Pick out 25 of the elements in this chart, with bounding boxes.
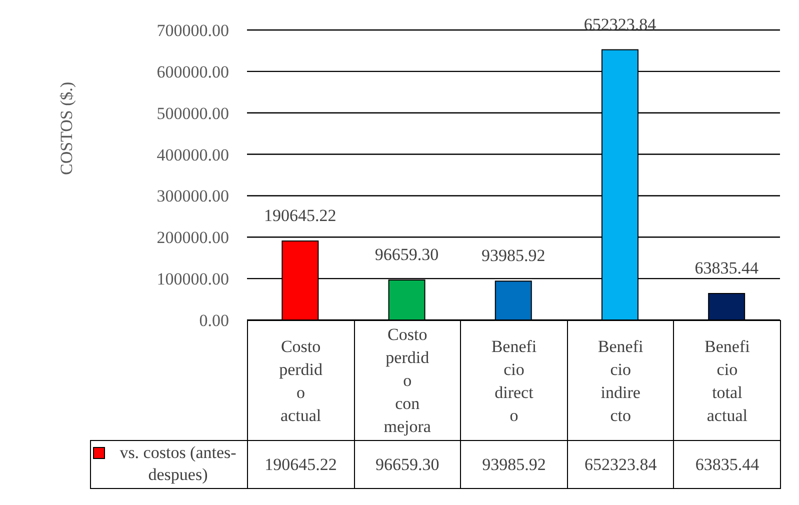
y-tick-label: 300000.00 [156,186,229,206]
data-label: 96659.30 [354,440,462,489]
y-tick-label: 100000.00 [156,270,229,289]
y-tick-label: 600000.00 [156,62,229,82]
text: 93985.92 [482,246,546,266]
text: 190645.22 [264,206,336,226]
y-tick-label: 400000.00 [156,145,229,164]
text: 96659.30 [374,244,439,264]
y-tick-label: 200000.00 [156,228,229,248]
y-tick-label: 700000.00 [156,21,229,40]
data-label: 63835.44 [673,440,781,489]
x-tick-label: Costo perdido con mejora [384,324,431,438]
text: 652323.84 [584,14,656,34]
data-label: 93985.92 [460,440,568,489]
text: 63835.44 [694,258,758,278]
data-label: 190645.22 [247,440,355,489]
x-tick-label: Beneficio total actual [704,336,750,426]
y-tick-label: 0.00 [199,311,229,330]
data-label: 652323.84 [566,440,674,489]
x-tick-label: Beneficio indirecto [598,336,644,426]
x-tick-label: Beneficio directo [491,336,537,426]
legend-label: vs. costos (antes-despues) [118,442,238,486]
y-tick-label: 500000.00 [156,104,229,123]
x-tick-label: Costo perdido actual [279,336,323,426]
y-axis-title: COSTOS ($.) [57,82,76,175]
